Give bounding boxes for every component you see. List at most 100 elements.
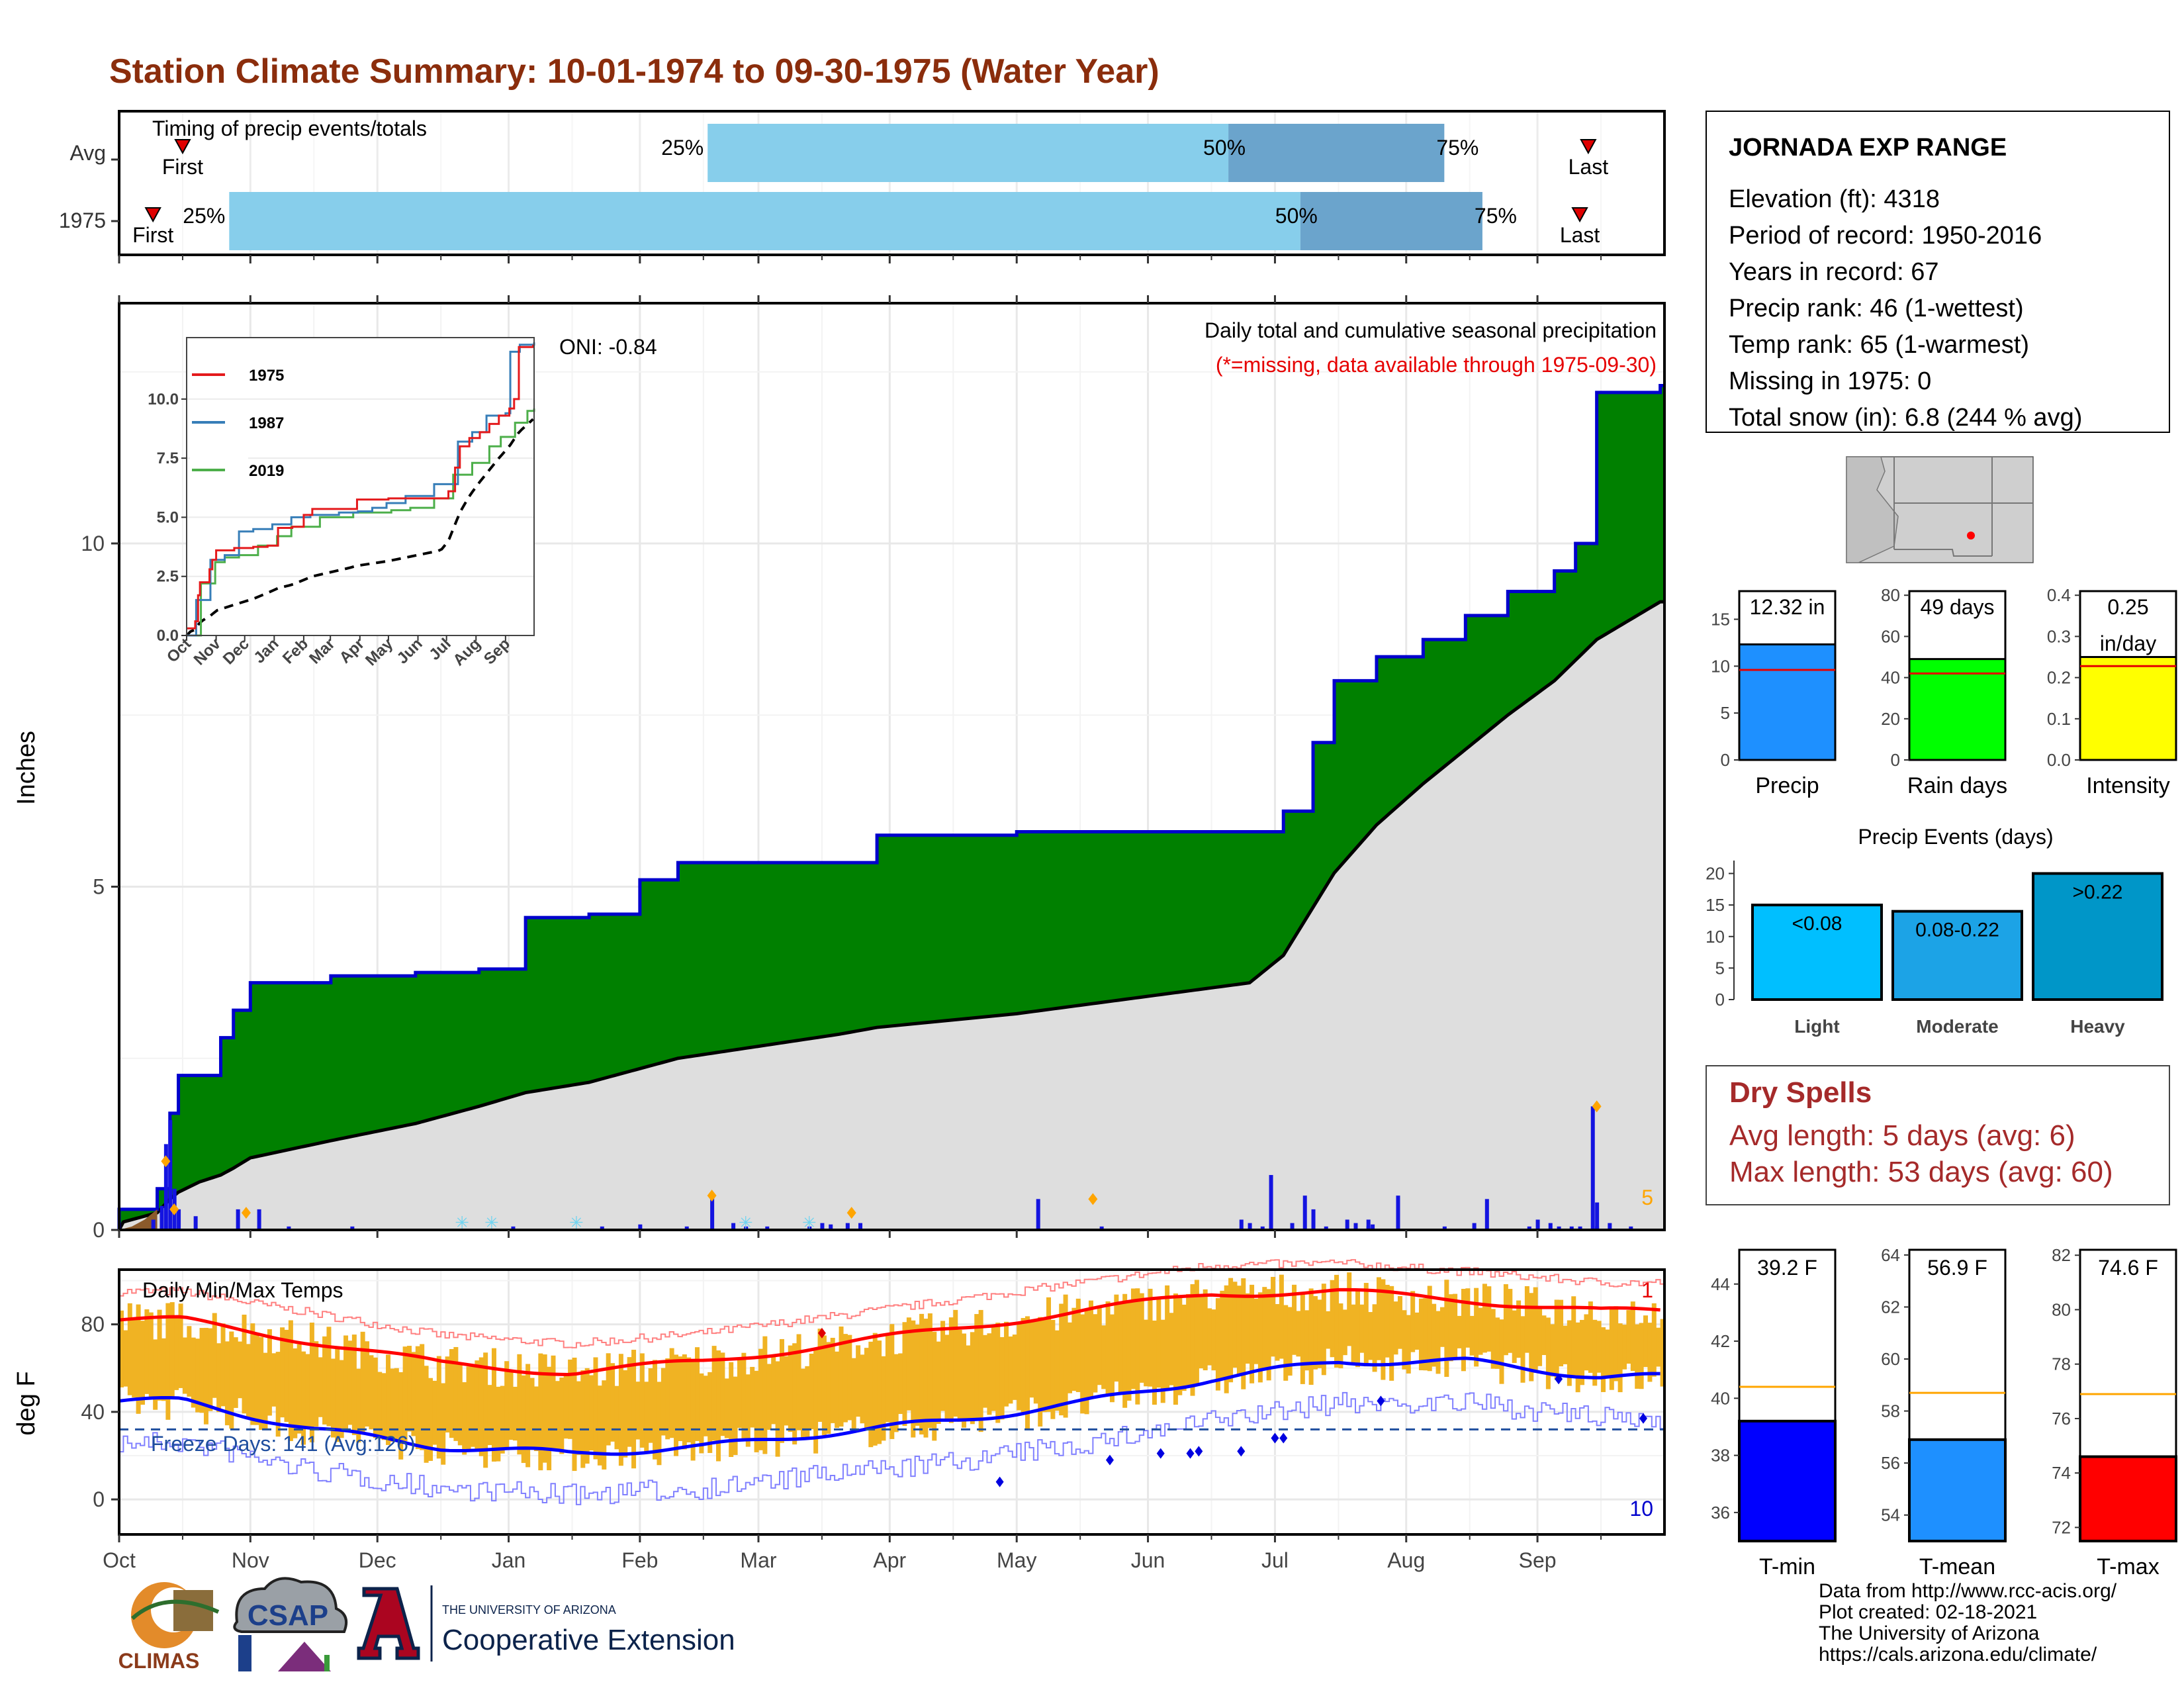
daily-temp-bar [500, 1385, 505, 1454]
daily-temp-bar [314, 1341, 319, 1427]
daily-temp-bar [1347, 1272, 1352, 1346]
daily-temp-bar [1021, 1318, 1026, 1415]
record-max-temp-line [119, 1259, 1664, 1348]
cumulative-precip-line [117, 383, 1664, 1230]
daily-temp-bar [606, 1353, 611, 1446]
daily-temp-bar [868, 1341, 874, 1448]
daily-temp-bar [1406, 1315, 1411, 1374]
record-min-marker [1105, 1454, 1114, 1466]
daily-temp-bar [555, 1381, 560, 1451]
daily-temp-bar [657, 1382, 662, 1466]
daily-temp-bar [132, 1317, 137, 1398]
daily-temp-bar [1122, 1293, 1128, 1408]
daily-temp-bar [1160, 1319, 1165, 1403]
daily-precip-bar [193, 1216, 198, 1230]
extreme-precip-marker [241, 1207, 251, 1219]
snow-marker: ✳ [455, 1213, 469, 1233]
summary-ytick-label: 80 [1881, 585, 1900, 605]
daily-temp-bar [758, 1348, 763, 1450]
last-event-marker [1571, 207, 1588, 223]
extreme-precip-marker [707, 1190, 717, 1202]
daily-temp-bar [953, 1309, 958, 1417]
daily-temp-bar [983, 1335, 988, 1408]
daily-precip-bar [1548, 1223, 1553, 1230]
daily-temp-bar [864, 1348, 869, 1430]
daily-temp-bar [690, 1359, 696, 1461]
daily-temp-bar [635, 1382, 641, 1440]
daily-temp-bar [293, 1348, 298, 1438]
daily-temp-bar [1139, 1293, 1144, 1383]
summary-ytick-label: 20 [1881, 709, 1900, 729]
daily-temp-bar [1173, 1293, 1178, 1405]
daily-temp-bar [271, 1353, 277, 1407]
daily-temp-bar [377, 1372, 383, 1438]
daily-temp-bar [212, 1313, 217, 1398]
daily-temp-bar [1075, 1298, 1081, 1392]
record-min-marker [1237, 1446, 1246, 1457]
daily-temp-bar [390, 1368, 395, 1442]
precip-ytick-label: 5 [93, 874, 105, 898]
record-min-marker [1271, 1432, 1279, 1444]
daily-temp-bar [703, 1376, 708, 1436]
daily-temp-bar [411, 1352, 416, 1436]
daily-precip-bar [350, 1226, 355, 1230]
daily-temp-bar [602, 1380, 607, 1470]
daily-temp-bar [280, 1327, 285, 1418]
daily-temp-bar [1186, 1293, 1191, 1385]
summary-ytick-label: 0 [1721, 750, 1730, 770]
daily-temp-bar [178, 1303, 183, 1388]
daily-temp-bar [1105, 1301, 1111, 1397]
daily-temp-bar [1381, 1279, 1386, 1380]
daily-temp-bar [1410, 1291, 1416, 1352]
daily-temp-bar [1439, 1307, 1445, 1347]
precip-events-chart: Precip Events (days) 0 5 10 15 20 <0.08 Light 0… [1706, 825, 2163, 1037]
daily-temp-bar [360, 1331, 365, 1432]
extreme-precip-marker [1088, 1193, 1098, 1205]
inset-legend-label: 1987 [249, 414, 284, 432]
temp-summary-ytick-label: 64 [1881, 1245, 1900, 1265]
daily-temp-bar [169, 1302, 175, 1397]
daily-temp-bar [877, 1340, 882, 1444]
daily-temp-bar [512, 1386, 518, 1441]
summary-value-unit: in/day [2100, 632, 2156, 655]
daily-temp-bar [1508, 1289, 1513, 1353]
daily-temp-bar [762, 1336, 768, 1454]
daily-temp-bar [1592, 1319, 1598, 1386]
daily-temp-bar [1580, 1319, 1585, 1385]
daily-precip-bar [163, 1144, 168, 1230]
daily-temp-bar [136, 1304, 141, 1414]
daily-temp-bar [817, 1329, 823, 1422]
summary-ytick-label: 0.2 [2047, 668, 2071, 688]
daily-temp-bar [1067, 1322, 1072, 1393]
daily-temp-bar [729, 1362, 734, 1457]
precip-panel: ✳ ✳ ✳ ✳ ✳ 0 5 10 Inches ONI: -0.84 Daily total… [13, 295, 1666, 1242]
record-min-count: 10 [1629, 1497, 1653, 1521]
daily-temp-bar [1393, 1301, 1398, 1355]
daily-temp-bar [660, 1368, 666, 1436]
daily-precip-bar [1366, 1219, 1371, 1230]
daily-temp-bar [330, 1358, 336, 1438]
inset-xtick-label: Nov [191, 635, 225, 669]
summary-ytick-label: 40 [1881, 668, 1900, 688]
daily-temp-bar [784, 1356, 789, 1426]
daily-temp-bar [1647, 1323, 1653, 1382]
daily-temp-bar [386, 1354, 391, 1445]
daily-precip-bar [1324, 1226, 1328, 1230]
daily-temp-bar [238, 1341, 243, 1399]
daily-temp-bar [1427, 1286, 1432, 1372]
record-min-temp-line [119, 1391, 1664, 1505]
daily-temp-bar [940, 1321, 946, 1411]
daily-temp-bar [584, 1368, 590, 1464]
temp-summary-value-label: 74.6 F [2098, 1256, 2158, 1280]
snow-marker: ✳ [802, 1213, 817, 1233]
precip-frame [118, 302, 1666, 1231]
daily-temp-bar [948, 1317, 954, 1423]
daily-temp-bar [1038, 1317, 1043, 1427]
daily-temp-bar [483, 1352, 488, 1468]
daily-temp-bar [682, 1354, 687, 1450]
station-snow: Total snow (in): 6.8 (244 % avg) [1729, 404, 2082, 432]
inset-legend-label: 2019 [249, 462, 284, 480]
daily-temp-bar [165, 1303, 171, 1420]
month-label: Nov [232, 1548, 269, 1572]
